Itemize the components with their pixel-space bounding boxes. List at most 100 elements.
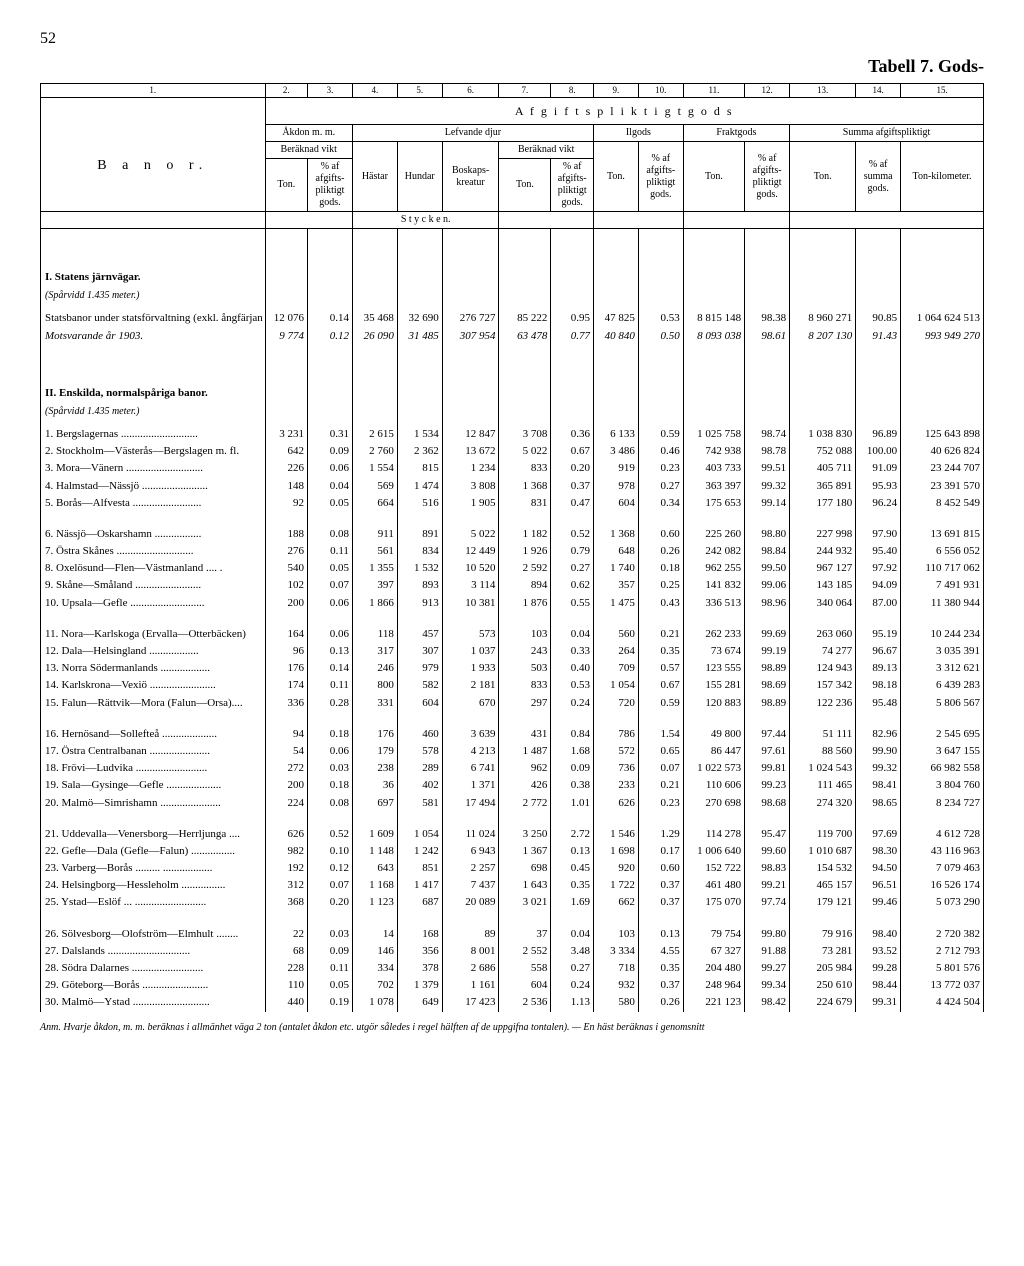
cell: 0.31 bbox=[308, 426, 353, 443]
cell: 0.27 bbox=[638, 478, 683, 495]
cell: 1 367 bbox=[499, 843, 551, 860]
cell: 7 079 463 bbox=[901, 860, 984, 877]
cell: 99.23 bbox=[745, 777, 790, 794]
cell: 604 bbox=[499, 977, 551, 994]
cell: 1 064 624 513 bbox=[901, 310, 984, 327]
cell: 2 536 bbox=[499, 994, 551, 1011]
cell: 851 bbox=[397, 860, 442, 877]
cell: 98.41 bbox=[856, 777, 901, 794]
cell: 0.52 bbox=[551, 526, 594, 543]
cell: 289 bbox=[397, 760, 442, 777]
cell: 0.04 bbox=[551, 926, 594, 943]
cell: 99.14 bbox=[745, 495, 790, 512]
cell: 8 001 bbox=[442, 943, 499, 960]
cell: 0.07 bbox=[308, 877, 353, 894]
cell: 0.20 bbox=[551, 460, 594, 477]
row-name: 30. Malmö—Ystad ........................… bbox=[41, 994, 266, 1011]
cell: 993 949 270 bbox=[901, 328, 984, 345]
cell: 626 bbox=[265, 826, 308, 843]
table-title: Tabell 7. Gods- bbox=[40, 56, 984, 77]
cell: 26 090 bbox=[352, 328, 397, 345]
cell: 95.40 bbox=[856, 543, 901, 560]
cell: 3 639 bbox=[442, 726, 499, 743]
cell: 11 024 bbox=[442, 826, 499, 843]
cell: 0.09 bbox=[551, 760, 594, 777]
cell: 1 024 543 bbox=[790, 760, 856, 777]
cell: 368 bbox=[265, 894, 308, 911]
cell: 403 733 bbox=[683, 460, 744, 477]
summa-ton: Ton. bbox=[790, 142, 856, 212]
cell: 152 722 bbox=[683, 860, 744, 877]
cell: 94.50 bbox=[856, 860, 901, 877]
cell: 0.07 bbox=[638, 760, 683, 777]
cell: 720 bbox=[593, 695, 638, 712]
cell: 670 bbox=[442, 695, 499, 712]
beraknad-vikt-1: Beräknad vikt bbox=[265, 142, 352, 159]
akdon-pct: % af afgifts-pliktigt gods. bbox=[308, 159, 353, 212]
cell: 95.48 bbox=[856, 695, 901, 712]
cell: 833 bbox=[499, 677, 551, 694]
cell: 99.50 bbox=[745, 560, 790, 577]
row-name: 16. Hernösand—Sollefteå ................… bbox=[41, 726, 266, 743]
cell: 97.69 bbox=[856, 826, 901, 843]
cell: 1 038 830 bbox=[790, 426, 856, 443]
cell: 13 691 815 bbox=[901, 526, 984, 543]
page-number: 52 bbox=[40, 30, 984, 48]
cell: 0.35 bbox=[638, 643, 683, 660]
cell: 1 054 bbox=[397, 826, 442, 843]
cell: 94 bbox=[265, 726, 308, 743]
cell: 3 021 bbox=[499, 894, 551, 911]
cell: 85 222 bbox=[499, 310, 551, 327]
cell: 578 bbox=[397, 743, 442, 760]
cell: 3 231 bbox=[265, 426, 308, 443]
cell: 540 bbox=[265, 560, 308, 577]
ilgods-ton: Ton. bbox=[593, 142, 638, 212]
cell: 100.00 bbox=[856, 443, 901, 460]
cell: 1.13 bbox=[551, 994, 594, 1011]
colnum-2: 2. bbox=[265, 84, 308, 98]
cell: 179 121 bbox=[790, 894, 856, 911]
row-name: 21. Uddevalla—Venersborg—Herrljunga .... bbox=[41, 826, 266, 843]
fraktgods-ton: Ton. bbox=[683, 142, 744, 212]
colnum-6: 6. bbox=[442, 84, 499, 98]
cell: 67 327 bbox=[683, 943, 744, 960]
cell: 51 111 bbox=[790, 726, 856, 743]
cell: 8 234 727 bbox=[901, 795, 984, 812]
fraktgods-pct: % af afgifts-pliktigt gods. bbox=[745, 142, 790, 212]
cell: 1 379 bbox=[397, 977, 442, 994]
cell: 98.83 bbox=[745, 860, 790, 877]
cell: 225 260 bbox=[683, 526, 744, 543]
colnum-14: 14. bbox=[856, 84, 901, 98]
colnum-11: 11. bbox=[683, 84, 744, 98]
cell: 110 606 bbox=[683, 777, 744, 794]
cell: 98.38 bbox=[745, 310, 790, 327]
cell: 3 804 760 bbox=[901, 777, 984, 794]
cell: 3 708 bbox=[499, 426, 551, 443]
cell: 1.69 bbox=[551, 894, 594, 911]
cell: 99.69 bbox=[745, 626, 790, 643]
cell: 226 bbox=[265, 460, 308, 477]
cell: 643 bbox=[352, 860, 397, 877]
cell: 11 380 944 bbox=[901, 595, 984, 612]
cell: 1 546 bbox=[593, 826, 638, 843]
cell: 98.18 bbox=[856, 677, 901, 694]
cell: 1 182 bbox=[499, 526, 551, 543]
cell: 336 513 bbox=[683, 595, 744, 612]
cell: 893 bbox=[397, 577, 442, 594]
cell: 243 bbox=[499, 643, 551, 660]
cell: 0.60 bbox=[638, 860, 683, 877]
cell: 244 932 bbox=[790, 543, 856, 560]
cell: 96.51 bbox=[856, 877, 901, 894]
cell: 10 520 bbox=[442, 560, 499, 577]
cell: 0.05 bbox=[308, 560, 353, 577]
cell: 1 234 bbox=[442, 460, 499, 477]
cell: 1 643 bbox=[499, 877, 551, 894]
cell: 800 bbox=[352, 677, 397, 694]
colnum-7: 7. bbox=[499, 84, 551, 98]
cell: 0.04 bbox=[551, 626, 594, 643]
cell: 2 257 bbox=[442, 860, 499, 877]
cell: 122 236 bbox=[790, 695, 856, 712]
cell: 99.32 bbox=[745, 478, 790, 495]
cell: 0.03 bbox=[308, 760, 353, 777]
main-table: 1.2.3.4.5.6.7.8.9.10.11.12.13.14.15. B a… bbox=[40, 83, 984, 1012]
